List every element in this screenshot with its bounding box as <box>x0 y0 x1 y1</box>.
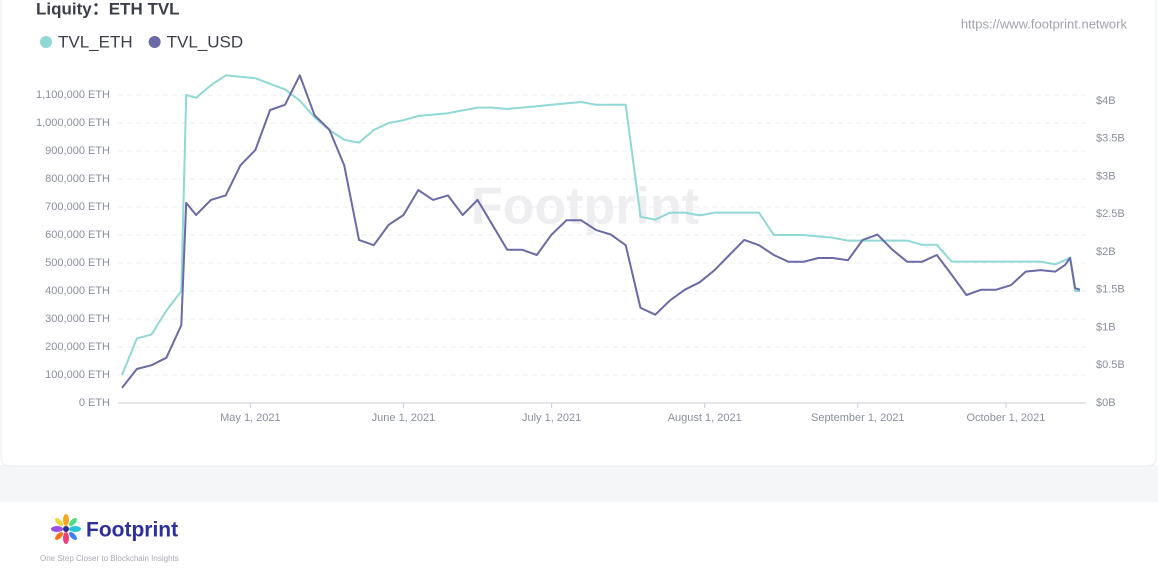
chart-title: Liquity：ETH TVL <box>36 0 180 18</box>
y-tick-label: 100,000 ETH <box>45 369 110 381</box>
y-tick-label: 600,000 ETH <box>45 229 110 241</box>
y-tick-label: 500,000 ETH <box>45 257 110 269</box>
legend-label: TVL_ETH <box>58 32 133 51</box>
brand: Footprint <box>86 519 178 542</box>
petal <box>69 526 81 532</box>
logo-center <box>63 526 69 532</box>
y2-tick-label: $0B <box>1096 397 1116 409</box>
x-tick-label: August 1, 2021 <box>668 412 742 424</box>
series-line <box>121 74 1080 376</box>
petal <box>51 526 63 532</box>
petal <box>63 514 69 526</box>
y2-tick-label: $3B <box>1096 170 1116 182</box>
y2-tick-label: $2B <box>1096 246 1116 258</box>
logo <box>51 514 81 544</box>
legend-label: TVL_USD <box>167 32 244 51</box>
petal <box>55 532 63 540</box>
petal <box>55 518 63 526</box>
x-tick-label: June 1, 2021 <box>372 412 436 424</box>
y2-tick-label: $1B <box>1096 321 1116 333</box>
petal <box>69 518 77 526</box>
y2-tick-label: $0.5B <box>1096 359 1125 371</box>
x-tick-label: July 1, 2021 <box>522 412 581 424</box>
band <box>0 465 1158 502</box>
x-tick-label: September 1, 2021 <box>811 412 905 424</box>
legend-swatch <box>40 36 52 48</box>
y-tick-label: 1,000,000 ETH <box>36 117 110 129</box>
tagline: One Step Closer to Blockchain Insights <box>40 554 179 563</box>
y-tick-label: 0 ETH <box>79 397 110 409</box>
petal <box>63 532 69 544</box>
y-tick-label: 300,000 ETH <box>45 313 110 325</box>
y-tick-label: 700,000 ETH <box>45 201 110 213</box>
y-tick-label: 800,000 ETH <box>45 173 110 185</box>
y2-tick-label: $1.5B <box>1096 284 1125 296</box>
y-tick-label: 1,100,000 ETH <box>36 89 110 101</box>
y-tick-label: 900,000 ETH <box>45 145 110 157</box>
y-tick-label: 400,000 ETH <box>45 285 110 297</box>
source: https://www.footprint.network <box>961 16 1128 31</box>
legend-swatch <box>148 36 161 48</box>
series-line <box>121 74 1081 389</box>
x-tick-label: May 1, 2021 <box>220 412 281 424</box>
y2-tick-label: $3.5B <box>1096 133 1125 145</box>
card <box>0 0 1157 467</box>
y2-tick-label: $4B <box>1096 95 1116 107</box>
x-tick-label: October 1, 2021 <box>966 412 1045 424</box>
y-tick-label: 200,000 ETH <box>45 341 110 353</box>
petal <box>69 532 77 540</box>
y2-tick-label: $2.5B <box>1096 208 1125 220</box>
